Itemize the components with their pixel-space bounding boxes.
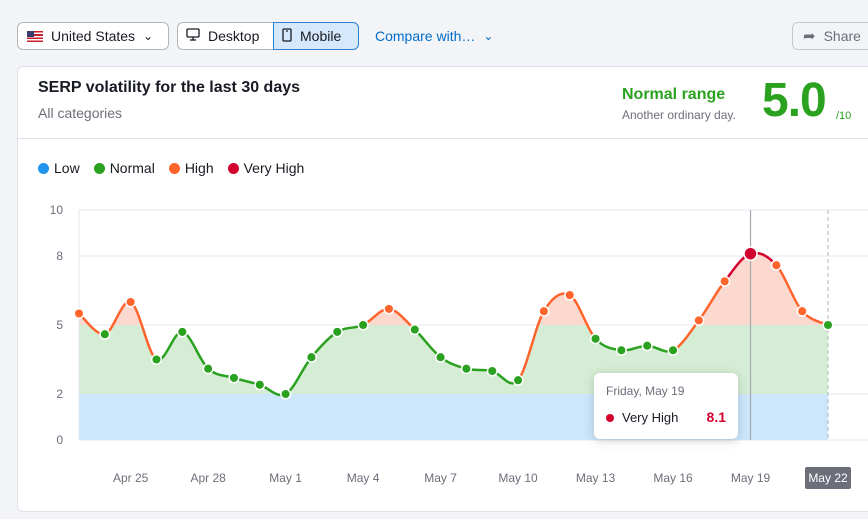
country-label: United States [51,28,136,44]
legend-label: Normal [109,160,155,176]
chevron-down-icon: ⌄ [483,29,494,43]
data-point [150,353,163,366]
device-switch: Desktop Mobile [177,22,359,50]
range-note: Another ordinary day. [622,108,736,122]
data-point [822,319,834,331]
data-point [743,246,758,261]
data-point [254,379,266,391]
data-point [331,326,343,338]
data-point [383,303,395,315]
mobile-button[interactable]: Mobile [273,22,359,50]
legend-dot [38,162,49,174]
range-label: Normal range [622,86,726,103]
legend-dot [227,162,239,174]
volatility-score: 5.0 [762,74,827,127]
data-point [667,344,679,356]
data-point [99,328,111,340]
chart-legend: Low Normal High Very High [38,160,318,176]
band-high [79,252,828,325]
y-tick-label: 2 [56,387,63,401]
y-tick-label: 10 [50,203,64,217]
legend-dot [168,162,180,174]
data-point [693,314,705,326]
data-point [460,363,472,375]
data-point [176,326,188,338]
share-icon: ➦ [803,28,816,45]
share-button[interactable]: ➦ Share [792,22,868,50]
data-point [125,296,137,308]
x-tick-label: May 19 [731,471,771,485]
x-tick-label: May 16 [653,471,693,485]
card-header: SERP volatility for the last 30 days All… [18,67,868,139]
tooltip-label: Very High [622,410,679,425]
legend-label: Low [54,160,80,176]
x-tick-label: Apr 25 [113,471,149,485]
card-title: SERP volatility for the last 30 days [38,79,301,96]
data-point [590,333,602,345]
compare-with-dropdown[interactable]: Compare with… ⌄ [375,28,493,44]
data-point [770,259,782,271]
data-point [357,319,369,331]
mobile-icon [282,27,292,45]
y-tick-label: 5 [56,318,63,332]
legend-label: High [184,160,214,176]
desktop-icon [186,28,200,44]
tooltip-date: Friday, May 19 [606,384,685,398]
tooltip-value: 8.1 [706,409,726,425]
x-tick-label: May 22 [808,471,848,485]
y-tick-label: 0 [56,433,63,447]
tooltip-dot [606,414,614,422]
us-flag-icon [27,30,43,42]
data-point [202,363,214,375]
toolbar: United States ⌄ Desktop Mobile Compare w… [0,0,868,66]
x-tick-label: May 13 [576,471,616,485]
data-point [512,374,524,386]
data-point [435,351,447,363]
x-tick-label: May 10 [498,471,538,485]
data-point [641,340,653,352]
mobile-label: Mobile [300,28,342,44]
legend-item-normal[interactable]: Normal [93,160,155,176]
x-tick-highlight [805,467,851,489]
data-point [486,365,498,377]
x-tick-label: Apr 28 [190,471,226,485]
data-point [538,305,550,317]
data-point [228,372,240,384]
score-max: /10 [836,110,852,122]
x-tick-label: May 4 [347,471,380,485]
data-point [409,324,421,336]
chart-tooltip: Friday, May 19 Very High 8.1 [594,373,738,439]
share-label: Share [823,28,861,44]
data-point [796,305,808,317]
x-tick-label: May 7 [424,471,457,485]
country-select[interactable]: United States ⌄ [17,22,169,50]
legend-item-low[interactable]: Low [38,160,80,176]
legend-dot [93,162,105,174]
data-point [73,307,85,320]
compare-label: Compare with… [375,28,476,44]
card-subtitle: All categories [38,105,123,121]
data-point [305,351,317,363]
desktop-label: Desktop [208,28,260,44]
desktop-button[interactable]: Desktop [177,22,273,50]
data-point [615,344,627,356]
data-point [719,275,731,287]
y-tick-label: 8 [56,249,63,263]
legend-item-very-high[interactable]: Very High [227,160,305,176]
legend-label: Very High [243,160,305,176]
data-point [280,388,292,400]
legend-item-high[interactable]: High [168,160,214,176]
chevron-down-icon: ⌄ [143,29,154,43]
x-tick-label: May 1 [269,471,302,485]
data-point [564,289,576,301]
